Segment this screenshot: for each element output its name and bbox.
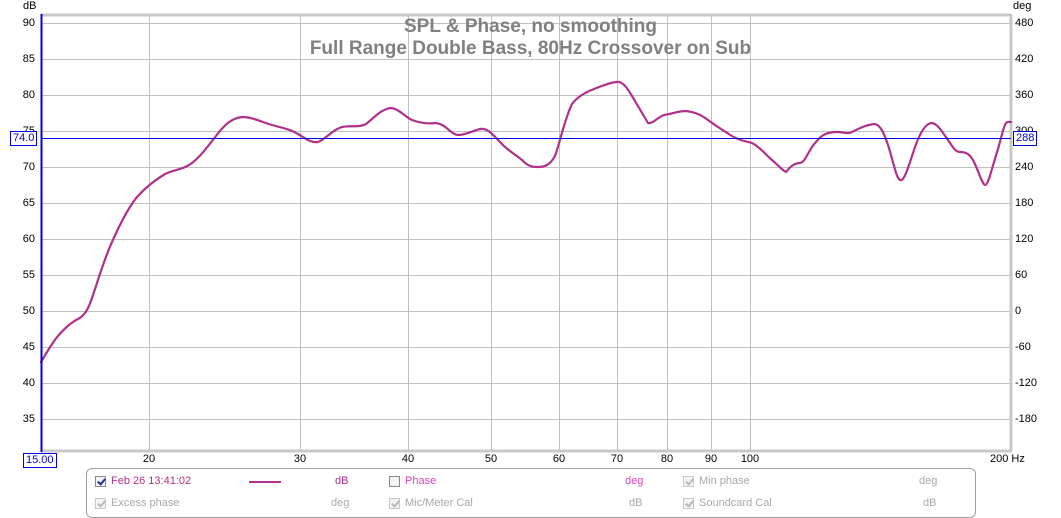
mic-meter-cal-label: Mic/Meter Cal	[405, 497, 473, 509]
y2-tick: 0	[1015, 305, 1022, 317]
min-phase-checkbox[interactable]	[683, 476, 694, 487]
phase-unit: deg	[625, 475, 644, 487]
min-phase-unit: deg	[919, 475, 938, 487]
y-cursor-value-right[interactable]: 288	[1013, 131, 1038, 146]
measurement-label: Feb 26 13:41:02	[111, 475, 192, 487]
vertical-gridlines	[149, 14, 751, 450]
x-tick: 50	[484, 453, 498, 465]
y-cursor-value-left[interactable]: 74.0	[10, 131, 38, 146]
legend-panel: Feb 26 13:41:02 dB Phase deg Min phase d…	[86, 468, 976, 518]
excess-phase-label: Excess phase	[111, 497, 180, 509]
spl-trace	[39, 80, 1013, 364]
spl-chart-plot[interactable]	[0, 0, 1061, 460]
y-tick: 40	[22, 377, 35, 389]
y2-tick: -120	[1015, 377, 1038, 389]
trace-color-swatch[interactable]	[249, 481, 281, 483]
soundcard-cal-unit: dB	[923, 497, 937, 509]
y2-tick: 180	[1015, 197, 1034, 209]
y-tick: 35	[22, 413, 35, 425]
y-tick: 90	[22, 17, 35, 29]
y2-tick: 480	[1015, 17, 1034, 29]
y2-tick: -180	[1015, 413, 1038, 425]
y2-tick: 420	[1015, 53, 1034, 65]
soundcard-cal-label: Soundcard Cal	[699, 497, 772, 509]
x-tick: 20	[142, 453, 156, 465]
measurement-checkbox[interactable]	[95, 476, 106, 487]
y2-tick: -60	[1015, 341, 1031, 353]
excess-phase-unit: deg	[331, 497, 350, 509]
x-tick: 60	[552, 453, 566, 465]
y-tick: 80	[22, 89, 35, 101]
x-tick: 30	[293, 453, 307, 465]
y2-tick: 360	[1015, 89, 1034, 101]
x-tick: 90	[704, 453, 718, 465]
soundcard-cal-checkbox[interactable]	[683, 498, 694, 509]
y-tick: 65	[22, 197, 35, 209]
y-tick: 45	[22, 341, 35, 353]
y-tick: 60	[22, 233, 35, 245]
y-tick: 85	[22, 53, 35, 65]
horizontal-gridlines	[41, 23, 1010, 420]
y-tick: 50	[22, 305, 35, 317]
x-cursor-value[interactable]: 15.00	[23, 453, 57, 468]
x-tick: 70	[610, 453, 624, 465]
mic-meter-cal-unit: dB	[629, 497, 643, 509]
excess-phase-checkbox[interactable]	[95, 498, 106, 509]
min-phase-label: Min phase	[699, 475, 750, 487]
measurement-unit: dB	[335, 475, 349, 487]
phase-checkbox[interactable]	[389, 476, 400, 487]
y2-tick: 60	[1015, 269, 1028, 281]
x-tick: 80	[660, 453, 674, 465]
y2-tick: 120	[1015, 233, 1034, 245]
y-tick: 70	[22, 161, 35, 173]
left-axis-unit: dB	[23, 0, 37, 12]
x-tick: 200 Hz	[990, 453, 1025, 465]
y2-tick: 240	[1015, 161, 1034, 173]
chart-title-line2: Full Range Double Bass, 80Hz Crossover o…	[309, 38, 752, 59]
y-tick: 55	[22, 269, 35, 281]
chart-title-line1: SPL & Phase, no smoothing	[403, 16, 657, 37]
right-axis-unit: deg	[1013, 0, 1032, 12]
x-tick: 100	[740, 453, 760, 465]
mic-meter-cal-checkbox[interactable]	[389, 498, 400, 509]
x-tick: 40	[401, 453, 415, 465]
phase-label: Phase	[405, 475, 437, 487]
